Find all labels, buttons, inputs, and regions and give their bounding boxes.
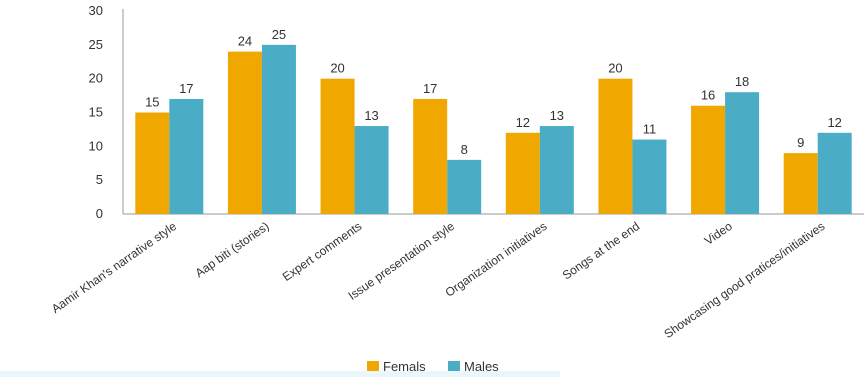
data-label: 18 [735, 74, 749, 89]
bar-males [261, 44, 296, 215]
data-label: 16 [701, 88, 715, 103]
data-label: 25 [272, 27, 286, 42]
category-label: Showcasing good pratices/initiatives [661, 219, 827, 341]
category-label: Aap biti (stories) [193, 219, 272, 280]
legend-label-femals: Femals [383, 359, 426, 374]
data-label: 24 [238, 34, 252, 49]
data-label: 12 [827, 115, 841, 130]
y-tick-label: 25 [89, 37, 103, 52]
data-label: 20 [608, 61, 622, 76]
bar-femals [691, 105, 726, 214]
bar-femals [413, 98, 448, 214]
data-label: 9 [797, 135, 804, 150]
category-label: Expert comments [280, 219, 365, 284]
bar-males [725, 92, 760, 214]
y-axis-ticks: 0 5 10 15 20 25 30 [89, 3, 103, 221]
data-labels: 15 17 24 25 20 13 17 8 12 13 20 11 16 18 9 12 [145, 27, 842, 157]
data-label: 20 [330, 61, 344, 76]
bar-femals [135, 112, 170, 214]
data-label: 13 [550, 108, 564, 123]
legend-swatch-males [448, 361, 460, 373]
data-label: 17 [179, 81, 193, 96]
bar-males [169, 98, 204, 214]
y-tick-label: 15 [89, 105, 103, 120]
y-tick-label: 20 [89, 71, 103, 86]
bar-femals [505, 132, 540, 214]
data-label: 8 [461, 142, 468, 157]
data-label: 13 [364, 108, 378, 123]
bottom-strip [0, 371, 560, 377]
y-tick-label: 10 [89, 138, 103, 153]
legend-label-males: Males [464, 359, 499, 374]
bar-males [539, 126, 574, 214]
category-labels: Aamir Khan's narrative style Aap biti (st… [49, 219, 827, 341]
legend-swatch-femals [367, 361, 379, 373]
category-label: Organization initiatives [443, 219, 550, 300]
category-label: Aamir Khan's narrative style [49, 219, 179, 316]
bar-males [632, 139, 667, 214]
bar-femals [598, 78, 633, 215]
bar-males [354, 126, 389, 214]
data-label: 12 [516, 115, 530, 130]
data-label: 15 [145, 95, 159, 110]
y-tick-label: 5 [96, 172, 103, 187]
category-label: Video [702, 219, 735, 248]
bars [135, 44, 852, 215]
bar-femals [783, 153, 818, 214]
data-label: 17 [423, 81, 437, 96]
legend: Femals Males [367, 359, 499, 374]
y-tick-label: 30 [89, 3, 103, 18]
bar-males [447, 159, 482, 214]
bar-males [817, 132, 852, 214]
data-label: 11 [643, 122, 657, 137]
category-label: Songs at the end [560, 219, 642, 283]
bar-femals [227, 51, 262, 214]
bar-femals [320, 78, 355, 215]
y-tick-label: 0 [96, 206, 103, 221]
